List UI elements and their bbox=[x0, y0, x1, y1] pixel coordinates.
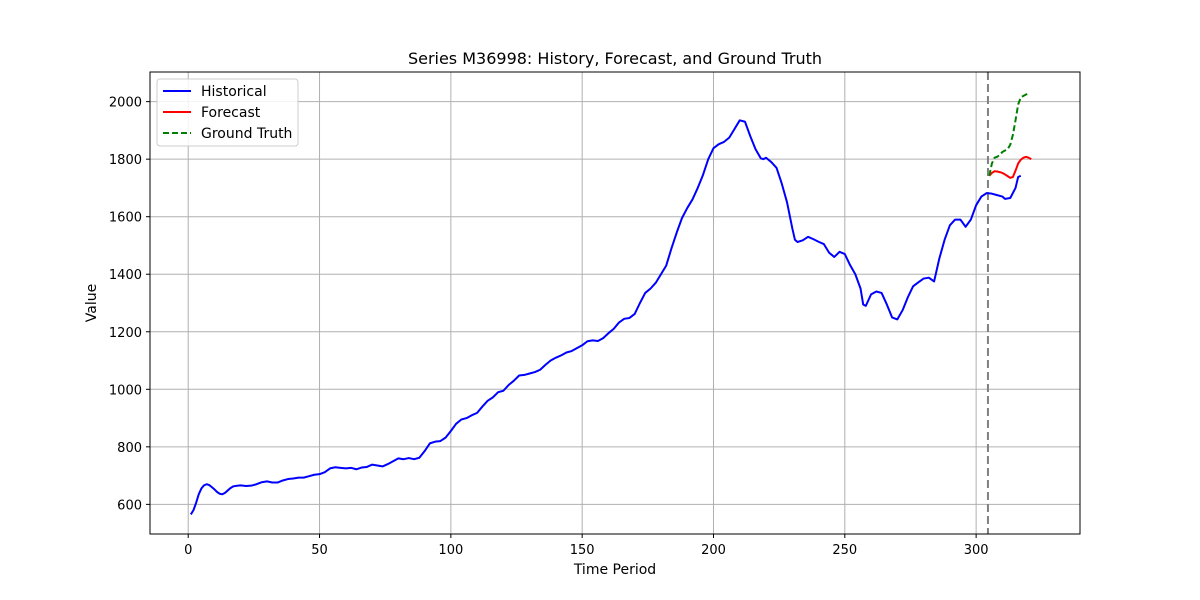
y-tick-label: 1600 bbox=[109, 211, 142, 226]
x-tick-label: 250 bbox=[832, 543, 857, 558]
grid-lines bbox=[150, 72, 1080, 534]
chart-title: Series M36998: History, Forecast, and Gr… bbox=[408, 49, 822, 68]
legend: Historical Forecast Ground Truth bbox=[156, 78, 299, 147]
y-tick-label: 1800 bbox=[109, 153, 142, 168]
y-axis-title: Value bbox=[84, 284, 100, 322]
x-tick-label: 50 bbox=[311, 543, 328, 558]
y-tick-label: 800 bbox=[117, 441, 142, 456]
y-tick-label: 1400 bbox=[109, 268, 142, 283]
x-tick-label: 300 bbox=[964, 543, 989, 558]
series-lines bbox=[189, 92, 1032, 515]
legend-label: Ground Truth bbox=[201, 126, 292, 142]
ground-truth-line bbox=[988, 92, 1029, 177]
y-tick-label: 600 bbox=[117, 498, 142, 513]
legend-label: Forecast bbox=[201, 105, 261, 121]
x-tick-label: 0 bbox=[184, 543, 192, 558]
axis-ticks: 0 50 100 150 200 250 300 600 800 1000 1200 1400 1600… bbox=[109, 96, 989, 558]
x-axis-title: Time Period bbox=[573, 562, 656, 578]
x-tick-label: 150 bbox=[570, 543, 595, 558]
y-tick-label: 1000 bbox=[109, 383, 142, 398]
x-tick-label: 100 bbox=[438, 543, 463, 558]
legend-box bbox=[156, 78, 299, 147]
forecast-line bbox=[988, 155, 1032, 179]
legend-label: Historical bbox=[201, 84, 267, 100]
historical-line bbox=[189, 119, 1022, 515]
x-tick-label: 200 bbox=[701, 543, 726, 558]
plot-frame bbox=[149, 71, 1081, 535]
y-tick-label: 2000 bbox=[109, 96, 142, 111]
y-tick-label: 1200 bbox=[109, 326, 142, 341]
